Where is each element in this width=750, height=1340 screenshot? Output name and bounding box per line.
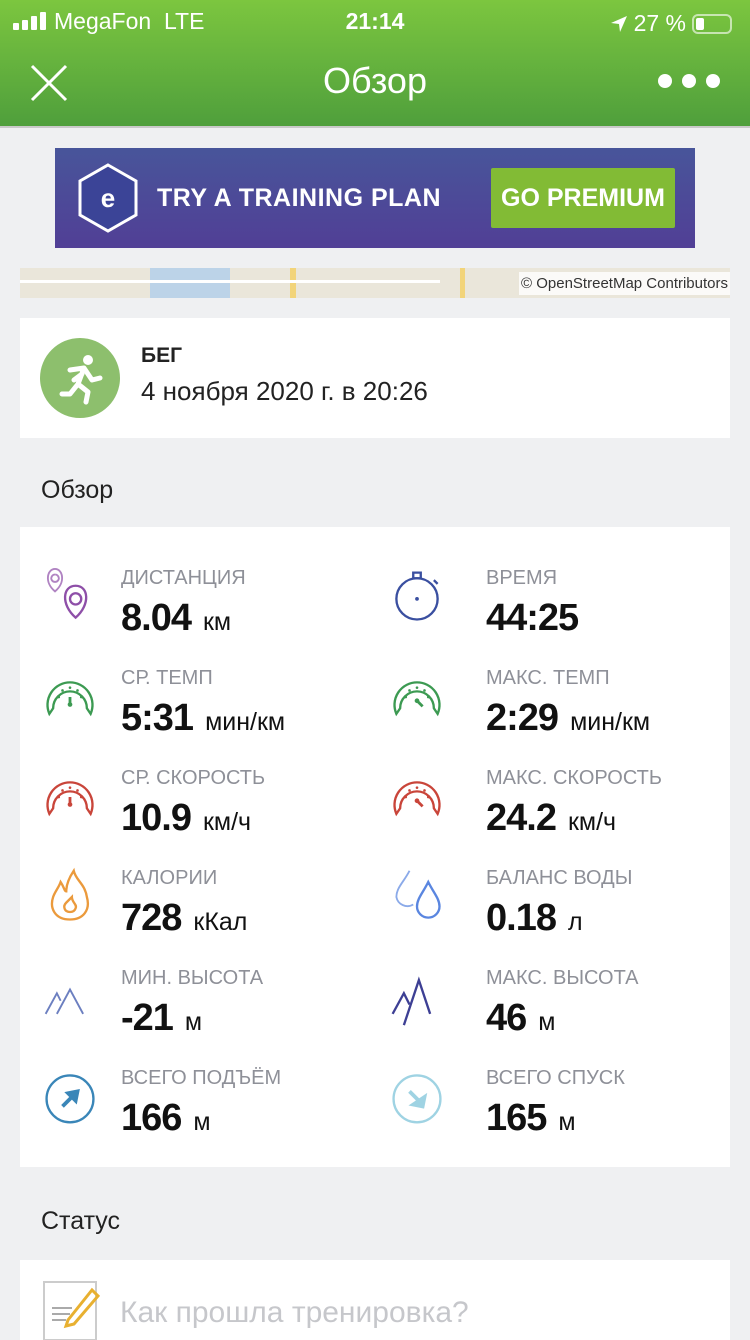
more-dots-icon[interactable] [658, 74, 720, 88]
metric-value: -21 м [121, 997, 203, 1039]
stopwatch-icon [395, 571, 439, 621]
metric-value: 2:29 мин/км [486, 697, 651, 739]
training-plan-icon: e [78, 163, 138, 233]
peaks-min-icon [44, 987, 84, 1015]
premium-banner[interactable]: e TRY A TRAINING PLAN GO PREMIUM [55, 148, 695, 248]
go-premium-button[interactable]: GO PREMIUM [491, 168, 675, 228]
gauge-max-icon [393, 681, 441, 717]
metric-value: 44:25 [486, 597, 579, 639]
metric-distance-pins: ДИСТАНЦИЯ 8.04 км [20, 527, 365, 639]
metric-gauge: СР. ТЕМП 5:31 мин/км [20, 627, 365, 739]
metric-ascent-arrow: ВСЕГО ПОДЪЁМ 166 м [20, 1027, 365, 1139]
metric-label: БАЛАНС ВОДЫ [486, 867, 633, 889]
gauge-icon [46, 781, 94, 817]
metric-stopwatch: ВРЕМЯ 44:25 [365, 527, 710, 639]
battery-percent: 27 % [633, 10, 686, 36]
metric-label: МАКС. ТЕМП [486, 667, 610, 689]
metric-value: 728 кКал [121, 897, 248, 939]
ascent-arrow-icon [45, 1074, 95, 1124]
page-title: Обзор [323, 60, 427, 101]
metric-peaks-max: МАКС. ВЫСОТА 46 м [365, 927, 710, 1039]
metric-label: СР. ТЕМП [121, 667, 213, 689]
close-icon[interactable] [30, 64, 68, 102]
metric-value: 10.9 км/ч [121, 797, 252, 839]
clock: 21:14 [345, 8, 405, 34]
section-title-overview: Обзор [41, 476, 114, 504]
drops-icon [395, 870, 441, 919]
metric-flame: КАЛОРИИ 728 кКал [20, 827, 365, 939]
metric-label: ДИСТАНЦИЯ [121, 567, 246, 589]
metric-gauge: СР. СКОРОСТЬ 10.9 км/ч [20, 727, 365, 839]
activity-card: БЕГ 4 ноября 2020 г. в 20:26 [20, 318, 730, 438]
metric-label: ВРЕМЯ [486, 567, 558, 589]
battery-icon [692, 13, 732, 34]
metric-value: 0.18 л [486, 897, 583, 939]
distance-pins-icon [47, 567, 88, 620]
metric-value: 8.04 км [121, 597, 232, 639]
metric-gauge-max: МАКС. ТЕМП 2:29 мин/км [365, 627, 710, 739]
metric-value: 165 м [486, 1097, 576, 1139]
status-bar: MegaFon LTE 21:14 27 % [0, 8, 750, 38]
metric-label: МАКС. СКОРОСТЬ [486, 767, 662, 789]
metric-label: СР. СКОРОСТЬ [121, 767, 266, 789]
route-map[interactable]: © OpenStreetMap Contributors [20, 268, 730, 298]
map-attribution: © OpenStreetMap Contributors [519, 272, 730, 295]
metric-label: МАКС. ВЫСОТА [486, 967, 639, 989]
metric-value: 166 м [121, 1097, 211, 1139]
gauge-icon [46, 681, 94, 717]
metric-label: ВСЕГО ПОДЪЁМ [121, 1067, 282, 1089]
metric-label: ВСЕГО СПУСК [486, 1067, 625, 1089]
metric-gauge-max: МАКС. СКОРОСТЬ 24.2 км/ч [365, 727, 710, 839]
battery: 27 % [610, 10, 732, 37]
metric-value: 46 м [486, 997, 556, 1039]
metric-value: 24.2 км/ч [486, 797, 617, 839]
metric-label: МИН. ВЫСОТА [121, 967, 264, 989]
metric-drops: БАЛАНС ВОДЫ 0.18 л [365, 827, 710, 939]
status-placeholder: Как прошла тренировка? [120, 1296, 469, 1329]
banner-text: TRY A TRAINING PLAN [157, 183, 442, 212]
running-icon [40, 338, 120, 418]
gauge-max-icon [393, 781, 441, 817]
metric-label: КАЛОРИИ [121, 867, 218, 889]
activity-date: 4 ноября 2020 г. в 20:26 [141, 376, 428, 406]
carrier: MegaFon LTE [54, 8, 205, 34]
location-arrow-icon [610, 15, 627, 32]
peaks-max-icon [391, 976, 432, 1026]
flame-icon [50, 867, 89, 921]
top-bar: MegaFon LTE 21:14 27 % Обзор [0, 0, 750, 128]
signal-icon [13, 12, 46, 30]
metric-value: 5:31 мин/км [121, 697, 286, 739]
note-pencil-icon [43, 1281, 101, 1340]
metric-peaks-min: МИН. ВЫСОТА -21 м [20, 927, 365, 1039]
section-title-status: Статус [41, 1207, 121, 1235]
metric-descent-arrow: ВСЕГО СПУСК 165 м [365, 1027, 710, 1139]
svg-text:e: e [101, 183, 115, 213]
metrics-card: ДИСТАНЦИЯ 8.04 км ВРЕМЯ 44:25 СР. ТЕМП 5:… [20, 527, 730, 1167]
descent-arrow-icon [392, 1074, 442, 1124]
status-input-card[interactable]: Как прошла тренировка? [20, 1260, 730, 1340]
activity-type: БЕГ [141, 344, 183, 367]
